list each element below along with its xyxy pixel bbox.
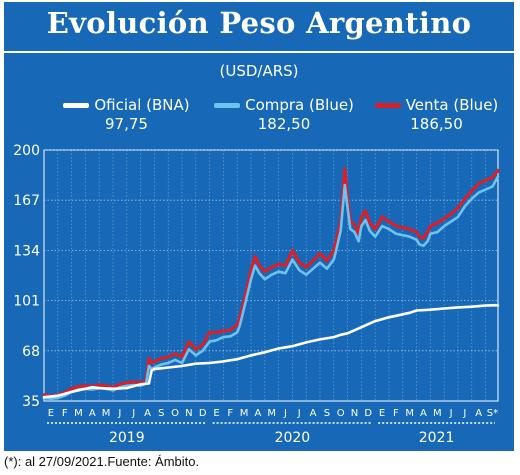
x-month-label: J — [462, 408, 466, 419]
x-month-label: S — [324, 408, 330, 419]
series-compra-line — [42, 175, 500, 401]
x-month-label: A — [420, 408, 427, 419]
x-year-label: 2020 — [275, 430, 311, 446]
x-month-label: M — [240, 408, 249, 419]
x-month-label: S — [158, 408, 164, 419]
legend-compra-swatch — [214, 102, 241, 108]
legend-venta-swatch — [374, 102, 401, 108]
chart-subtitle: (USD/ARS) — [219, 62, 299, 80]
legend-oficial-value: 97,75 — [105, 115, 148, 133]
x-month-label: A — [475, 408, 482, 419]
x-month-label: O — [171, 408, 179, 419]
x-month-label: F — [62, 408, 68, 419]
title-divider — [4, 51, 514, 53]
x-month-label: E — [48, 408, 54, 419]
x-month-label: N — [185, 408, 192, 419]
x-month-label: M — [405, 408, 414, 419]
x-month-label: A — [254, 408, 261, 419]
x-month-label: A — [144, 408, 151, 419]
x-month-label: A — [89, 408, 96, 419]
legend-oficial-swatch — [63, 102, 90, 108]
y-tick-label: 68 — [22, 344, 40, 360]
x-month-label: J — [297, 408, 301, 419]
x-month-label: D — [364, 408, 372, 419]
x-month-label: J — [131, 408, 135, 419]
series-venta-line — [42, 166, 500, 398]
legend-venta-value: 186,50 — [410, 115, 463, 133]
y-tick-label: 134 — [13, 243, 40, 259]
series-oficial-line — [42, 303, 500, 399]
x-month-label: O — [337, 408, 345, 419]
x-year-label: 2019 — [109, 430, 145, 446]
x-month-label: S* — [487, 408, 498, 419]
y-tick-label: 35 — [22, 394, 40, 410]
legend-venta-label: Venta (Blue) — [405, 96, 499, 114]
y-tick-label: 167 — [13, 193, 40, 209]
x-month-label: J — [449, 408, 453, 419]
y-tick-label: 200 — [13, 143, 40, 159]
legend-compra: Compra (Blue) 182,50 — [209, 96, 359, 133]
x-month-label: E — [379, 408, 385, 419]
x-month-label: F — [227, 408, 233, 419]
x-year-label: 2021 — [419, 430, 455, 446]
footnote: (*): al 27/09/2021.Fuente: Ámbito. — [4, 454, 200, 469]
legend-oficial-label: Oficial (BNA) — [94, 96, 190, 114]
x-month-label: F — [393, 408, 399, 419]
x-month-label: M — [102, 408, 111, 419]
y-tick-label: 101 — [13, 294, 40, 310]
legend-oficial: Oficial (BNA) 97,75 — [54, 96, 199, 133]
x-month-label: M — [74, 408, 83, 419]
x-month-label: E — [213, 408, 219, 419]
legend-compra-label: Compra (Blue) — [245, 96, 354, 114]
x-month-label: A — [310, 408, 317, 419]
x-month-label: D — [199, 408, 207, 419]
legend-compra-value: 182,50 — [257, 115, 311, 133]
chart-title: Evolución Peso Argentino — [46, 6, 472, 40]
x-month-label: J — [117, 408, 121, 419]
x-month-label: M — [267, 408, 276, 419]
x-month-label: J — [283, 408, 287, 419]
x-month-label: N — [351, 408, 358, 419]
x-month-label: M — [433, 408, 442, 419]
legend-venta: Venta (Blue) 186,50 — [364, 96, 509, 133]
